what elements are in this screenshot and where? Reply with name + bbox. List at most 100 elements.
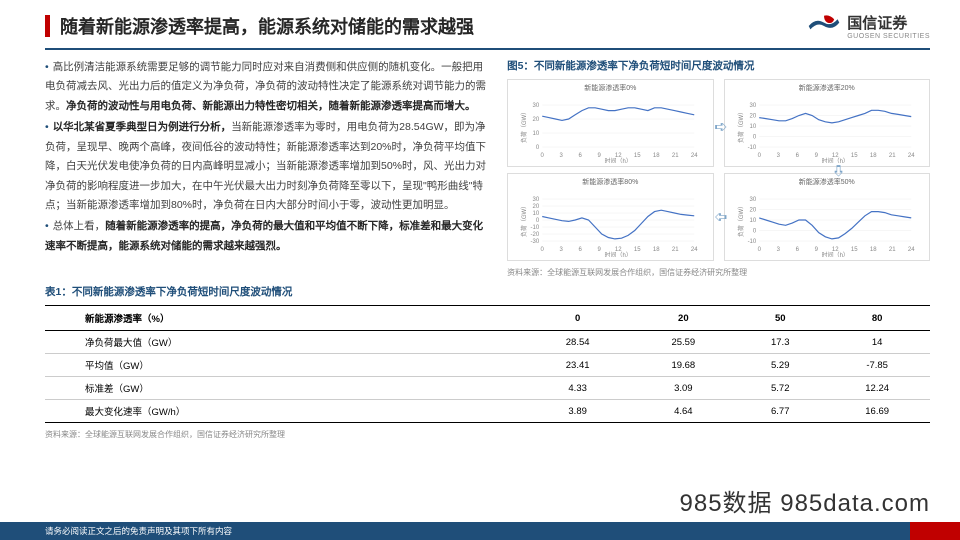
table-row: 标准差（GW）4.333.095.7212.24 [45,377,930,400]
svg-text:0: 0 [536,218,540,224]
svg-text:负荷（GW）: 负荷（GW） [520,203,528,237]
svg-text:-20: -20 [531,232,540,238]
table-row: 最大变化速率（GW/h）3.894.646.7716.69 [45,400,930,423]
svg-text:20: 20 [533,117,540,123]
arrow-icon: ➪ [714,117,727,137]
svg-text:0: 0 [541,247,545,253]
svg-text:10: 10 [533,131,540,137]
svg-text:24: 24 [691,247,698,253]
table-cell: 4.64 [630,400,736,423]
svg-text:20: 20 [749,208,756,214]
body-text: •高比例清洁能源系统需要足够的调节能力同时应对来自消费侧和供应侧的随机变化。一般… [45,58,489,278]
svg-text:15: 15 [850,247,857,253]
table-header-cell: 80 [824,306,930,331]
svg-text:20: 20 [533,204,540,210]
svg-text:3: 3 [560,247,564,253]
svg-text:0: 0 [541,153,545,159]
table-cell: 3.89 [525,400,631,423]
svg-text:6: 6 [795,247,799,253]
table-cell: 5.29 [736,354,824,377]
table-cell: 17.3 [736,331,824,354]
svg-text:15: 15 [850,153,857,159]
svg-text:24: 24 [907,247,914,253]
logo-subtext: GUOSEN SECURITIES [847,33,930,40]
table-cell: 4.33 [525,377,631,400]
svg-text:21: 21 [672,247,679,253]
svg-text:21: 21 [888,247,895,253]
p3-lead: 总体上看， [53,220,106,232]
table-cell: 28.54 [525,331,631,354]
chart: 新能源渗透率20% -10010203003691215182124 时间（h）… [724,79,930,167]
figure-source: 资料来源：全球能源互联网发展合作组织，国信证券经济研究所整理 [507,267,930,278]
footer: 请务必阅读正文之后的免责声明及其项下所有内容 [0,522,960,540]
content: •高比例清洁能源系统需要足够的调节能力同时应对来自消费侧和供应侧的随机变化。一般… [0,50,960,278]
table-cell: 3.09 [630,377,736,400]
svg-text:0: 0 [757,247,761,253]
svg-text:20: 20 [749,114,756,120]
table-header-cell: 20 [630,306,736,331]
p2-bold: 以华北某省夏季典型日为例进行分析， [53,121,232,133]
figure-panel: 图5：不同新能源渗透率下净负荷短时间尺度波动情况 ➪ ➪ ➪ 新能源渗透率0% … [507,58,930,278]
svg-text:0: 0 [536,145,540,151]
svg-text:3: 3 [776,247,780,253]
svg-text:9: 9 [598,153,602,159]
svg-text:-30: -30 [531,239,540,245]
svg-text:21: 21 [888,153,895,159]
data-table: 新能源渗透率（%）0205080 净负荷最大值（GW）28.5425.5917.… [45,305,930,423]
p1-bold: 净负荷的波动性与用电负荷、新能源出力特性密切相关，随着新能源渗透率提高而增大。 [66,100,476,112]
table-cell: 最大变化速率（GW/h） [45,400,525,423]
arrow-icon: ➪ [714,207,727,227]
svg-text:3: 3 [560,153,564,159]
svg-text:6: 6 [579,247,583,253]
table-cell: 19.68 [630,354,736,377]
svg-text:30: 30 [533,103,540,109]
svg-text:18: 18 [869,247,876,253]
svg-text:24: 24 [691,153,698,159]
svg-text:18: 18 [869,153,876,159]
figure-title: 图5：不同新能源渗透率下净负荷短时间尺度波动情况 [507,58,930,73]
table-title: 表1：不同新能源渗透率下净负荷短时间尺度波动情况 [45,284,930,299]
table-cell: 标准差（GW） [45,377,525,400]
svg-text:9: 9 [814,247,818,253]
svg-text:0: 0 [752,135,756,141]
svg-text:10: 10 [749,124,756,130]
title-accent [45,15,50,37]
svg-text:负荷（GW）: 负荷（GW） [737,203,745,237]
table-header-cell: 0 [525,306,631,331]
table-cell: -7.85 [824,354,930,377]
header: 随着新能源渗透率提高，能源系统对储能的需求越强 国信证券 GUOSEN SECU… [0,0,960,48]
table-cell: 23.41 [525,354,631,377]
svg-text:21: 21 [672,153,679,159]
arrow-icon: ➪ [829,164,849,177]
table-cell: 25.59 [630,331,736,354]
svg-text:15: 15 [634,247,641,253]
table-source: 资料来源：全球能源互联网发展合作组织，国信证券经济研究所整理 [45,429,930,440]
page-title: 随着新能源渗透率提高，能源系统对储能的需求越强 [60,13,807,39]
svg-text:6: 6 [795,153,799,159]
table-cell: 6.77 [736,400,824,423]
svg-text:10: 10 [749,218,756,224]
svg-text:-10: -10 [747,239,756,245]
svg-text:负荷（GW）: 负荷（GW） [520,109,528,143]
table-row: 净负荷最大值（GW）28.5425.5917.314 [45,331,930,354]
logo: 国信证券 GUOSEN SECURITIES [807,12,930,40]
chart: 新能源渗透率50% -10010203003691215182124 时间（h）… [724,173,930,261]
svg-text:0: 0 [752,229,756,235]
svg-text:30: 30 [533,197,540,203]
svg-text:3: 3 [776,153,780,159]
watermark: 985数据 985data.com [680,483,930,518]
svg-text:9: 9 [814,153,818,159]
svg-text:30: 30 [749,103,756,109]
table-row: 平均值（GW）23.4119.685.29-7.85 [45,354,930,377]
svg-text:10: 10 [533,211,540,217]
svg-text:9: 9 [598,247,602,253]
svg-text:15: 15 [634,153,641,159]
svg-text:负荷（GW）: 负荷（GW） [737,109,745,143]
table-cell: 平均值（GW） [45,354,525,377]
svg-text:-10: -10 [747,145,756,151]
svg-text:6: 6 [579,153,583,159]
p2-text: 当新能源渗透率为零时，用电负荷为28.54GW，即为净负荷，呈现早、晚两个高峰，… [45,121,486,211]
table-cell: 5.72 [736,377,824,400]
svg-text:0: 0 [757,153,761,159]
table-cell: 16.69 [824,400,930,423]
